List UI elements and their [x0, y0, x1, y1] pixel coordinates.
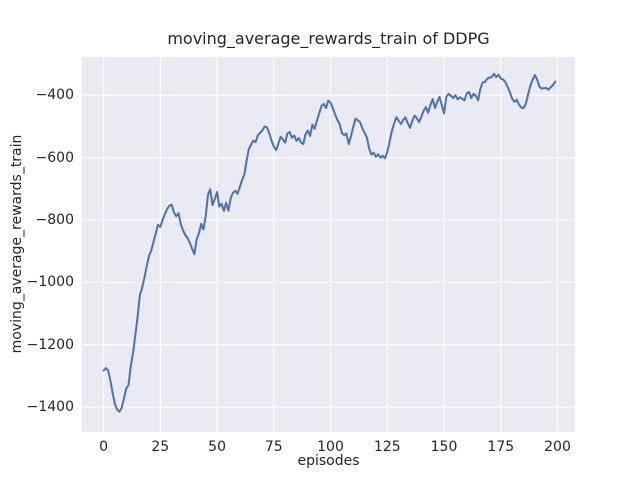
- x-tick-label: 175: [487, 439, 515, 455]
- x-tick-label: 200: [544, 439, 571, 455]
- x-tick-label: 0: [99, 439, 109, 455]
- chart-title: moving_average_rewards_train of DDPG: [167, 29, 490, 48]
- plot-background: [82, 57, 575, 432]
- x-tick-label: 150: [430, 439, 458, 455]
- y-axis-label-text: moving_average_rewards_train: [9, 134, 25, 354]
- x-tick-label: 125: [373, 439, 401, 455]
- x-tick-label: 75: [264, 439, 283, 455]
- y-tick-label: −1400: [26, 399, 74, 416]
- y-tick-label: −1200: [26, 336, 74, 353]
- y-tick-label: −1000: [26, 274, 74, 291]
- x-tick-label: 50: [208, 439, 226, 455]
- chart-line: [102, 72, 557, 413]
- x-tick-label: 100: [317, 439, 344, 455]
- x-tick-label: 25: [151, 439, 170, 455]
- x-axis-label: episodes: [297, 453, 360, 469]
- y-tick-label: −400: [35, 87, 74, 104]
- y-tick-label: −600: [35, 149, 74, 166]
- y-tick-label: −800: [35, 212, 74, 228]
